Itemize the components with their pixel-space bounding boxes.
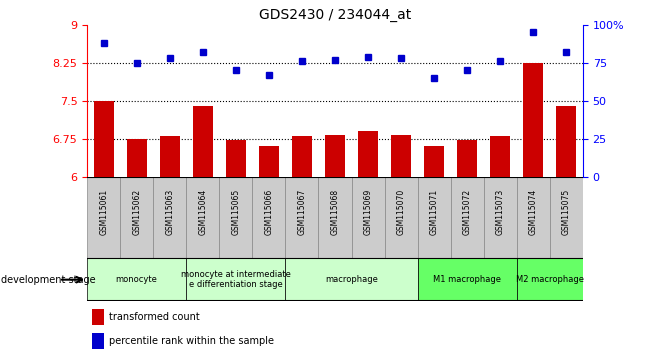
Bar (226, 141, 246, 177)
Text: monocyte: monocyte (116, 275, 157, 284)
Text: GSM115066: GSM115066 (265, 189, 273, 235)
Text: M1 macrophage: M1 macrophage (433, 275, 501, 284)
Bar (285, 258, 417, 301)
Bar (253, 177, 285, 258)
Bar (92, 333, 105, 349)
Text: transformed count: transformed count (109, 312, 200, 322)
Bar (424, 145, 444, 177)
Bar (490, 136, 510, 177)
Text: GSM115071: GSM115071 (429, 189, 439, 235)
Text: GSM115064: GSM115064 (198, 189, 207, 235)
Bar (557, 106, 576, 177)
Bar (87, 258, 186, 301)
Bar (517, 258, 583, 301)
Bar (517, 177, 550, 258)
Bar (391, 135, 411, 177)
Text: GSM115065: GSM115065 (231, 189, 241, 235)
Text: GSM115062: GSM115062 (132, 189, 141, 235)
Bar (219, 177, 253, 258)
Text: macrophage: macrophage (325, 275, 378, 284)
Bar (186, 177, 219, 258)
Text: GSM115068: GSM115068 (330, 189, 340, 235)
Bar (94, 101, 113, 177)
Bar (87, 177, 120, 258)
Bar (160, 136, 180, 177)
Bar (285, 177, 318, 258)
Text: M2 macrophage: M2 macrophage (516, 275, 584, 284)
Bar (385, 177, 417, 258)
Bar (325, 135, 345, 177)
Text: GSM115069: GSM115069 (364, 189, 373, 235)
Text: GSM115073: GSM115073 (496, 189, 505, 235)
Text: development stage: development stage (1, 275, 95, 285)
Bar (484, 177, 517, 258)
Bar (417, 177, 451, 258)
Text: GSM115063: GSM115063 (165, 189, 174, 235)
Bar (92, 309, 105, 325)
Bar (186, 258, 285, 301)
Bar (417, 258, 517, 301)
Bar (458, 141, 477, 177)
Bar (127, 139, 147, 177)
Title: GDS2430 / 234044_at: GDS2430 / 234044_at (259, 8, 411, 22)
Text: GSM115067: GSM115067 (297, 189, 306, 235)
Text: GSM115072: GSM115072 (463, 189, 472, 235)
Bar (153, 177, 186, 258)
Bar (451, 177, 484, 258)
Text: monocyte at intermediate
e differentiation stage: monocyte at intermediate e differentiati… (181, 270, 291, 289)
Text: percentile rank within the sample: percentile rank within the sample (109, 336, 275, 346)
Bar (292, 136, 312, 177)
Text: GSM115074: GSM115074 (529, 189, 538, 235)
Text: GSM115075: GSM115075 (562, 189, 571, 235)
Bar (358, 131, 378, 177)
Bar (352, 177, 385, 258)
Text: GSM115070: GSM115070 (397, 189, 405, 235)
Bar (193, 106, 212, 177)
Bar (318, 177, 352, 258)
Bar (120, 177, 153, 258)
Bar (259, 145, 279, 177)
Text: GSM115061: GSM115061 (99, 189, 108, 235)
Bar (523, 63, 543, 177)
Bar (550, 177, 583, 258)
